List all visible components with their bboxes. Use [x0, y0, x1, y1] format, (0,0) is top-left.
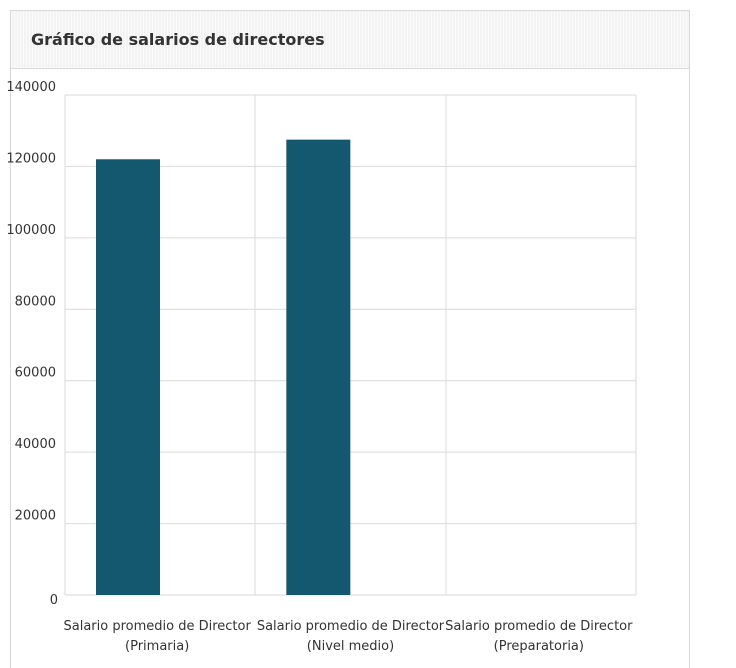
- category-label-2: Salario promedio de Director (Preparatori…: [445, 619, 633, 654]
- y-tick-label-4: 80000: [15, 294, 56, 309]
- x-axis-labels: Salario promedio de Director (Primaria)Sa…: [64, 619, 634, 654]
- panel-header: Gráfico de salarios de directores: [11, 11, 689, 69]
- category-label-1: Salario promedio de Director (Nivel medio…: [257, 619, 445, 654]
- y-tick-label-5: 100000: [6, 223, 56, 238]
- y-tick-label-2: 40000: [15, 437, 56, 452]
- bar-0[interactable]: [96, 159, 160, 596]
- y-tick-label-7: 140000: [6, 80, 56, 95]
- y-tick-label-1: 20000: [15, 509, 56, 524]
- panel-title: Gráfico de salarios de directores: [31, 30, 325, 49]
- y-tick-label-3: 60000: [15, 366, 56, 381]
- bar-layer: [96, 139, 351, 596]
- category-label-0: Salario promedio de Director (Primaria): [64, 619, 252, 654]
- y-tick-label-0: 0: [50, 593, 58, 608]
- y-axis-labels: 0 20000 40000 60000 80000 100000 120000 140000: [6, 80, 58, 608]
- grid-layer: [64, 94, 637, 596]
- bar-1[interactable]: [286, 139, 351, 595]
- y-tick-label-6: 120000: [6, 151, 56, 166]
